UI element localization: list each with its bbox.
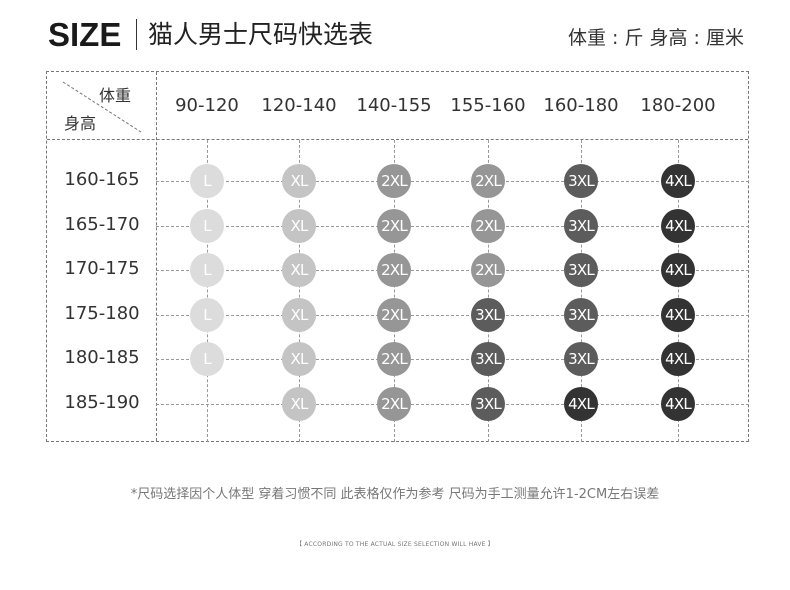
- size-badge: 4XL: [661, 387, 695, 421]
- size-badge: 3XL: [564, 298, 598, 332]
- corner-weight-label: 体重: [99, 86, 132, 105]
- unit-note: 体重 : 斤 身高 : 厘米: [567, 27, 744, 49]
- size-badge: 4XL: [661, 209, 695, 243]
- size-heading: SIZE: [48, 16, 122, 53]
- size-badge: 4XL: [661, 253, 695, 287]
- size-badge: 2XL: [471, 164, 505, 198]
- height-row-label: 160-165: [64, 169, 140, 190]
- size-badge: 2XL: [377, 342, 411, 376]
- corner-height-label: 身高: [64, 114, 97, 133]
- row-guide-line: [156, 226, 749, 227]
- size-badge: 4XL: [661, 298, 695, 332]
- weight-column-header: 160-180: [543, 95, 619, 116]
- size-badge: 2XL: [377, 253, 411, 287]
- title-divider: [136, 19, 137, 50]
- row-guide-line: [156, 359, 749, 360]
- corner-diagonal: [62, 81, 142, 133]
- weight-column-header: 180-200: [640, 95, 716, 116]
- weight-column-header: 90-120: [175, 95, 239, 116]
- size-badge: 3XL: [471, 387, 505, 421]
- size-badge: 3XL: [471, 342, 505, 376]
- size-badge: XL: [282, 342, 316, 376]
- size-badge: 3XL: [564, 209, 598, 243]
- size-badge: XL: [282, 387, 316, 421]
- column-guide-line: [488, 140, 489, 442]
- size-badge: 2XL: [377, 298, 411, 332]
- weight-column-header: 140-155: [356, 95, 432, 116]
- size-badge: L: [190, 164, 224, 198]
- height-row-label: 185-190: [64, 392, 140, 413]
- size-badge: XL: [282, 298, 316, 332]
- size-badge: 4XL: [564, 387, 598, 421]
- size-badge: XL: [282, 164, 316, 198]
- height-row-label: 175-180: [64, 303, 140, 324]
- row-guide-line: [156, 404, 749, 405]
- footer-note: *尺码选择因个人体型 穿着习惯不同 此表格仅作为参考 尺码为手工测量允许1-2C…: [130, 487, 660, 502]
- column-guide-line: [394, 140, 395, 442]
- column-guide-line: [581, 140, 582, 442]
- size-badge: 3XL: [471, 298, 505, 332]
- height-row-label: 165-170: [64, 214, 140, 235]
- size-badge: XL: [282, 253, 316, 287]
- column-guide-line: [678, 140, 679, 442]
- size-badge: L: [190, 253, 224, 287]
- row-guide-line: [156, 181, 749, 182]
- size-badge: 4XL: [661, 342, 695, 376]
- size-badge: L: [190, 209, 224, 243]
- size-badge: 3XL: [564, 164, 598, 198]
- size-badge: 2XL: [377, 164, 411, 198]
- column-guide-line: [207, 140, 208, 442]
- size-badge: 3XL: [564, 253, 598, 287]
- size-badge: 4XL: [661, 164, 695, 198]
- row-guide-line: [156, 270, 749, 271]
- weight-column-header: 120-140: [261, 95, 337, 116]
- size-table: 体重 身高 90-120 120-140 140-155 155-160 160-180…: [46, 71, 749, 442]
- size-badge: 2XL: [471, 253, 505, 287]
- column-guide-line: [299, 140, 300, 442]
- size-badge: L: [190, 342, 224, 376]
- size-badge: 2XL: [377, 387, 411, 421]
- size-badge: 2XL: [471, 209, 505, 243]
- header: SIZE 猫人男士尺码快选表 体重 : 斤 身高 : 厘米: [0, 0, 790, 60]
- height-row-label: 170-175: [64, 258, 140, 279]
- height-row-label: 180-185: [64, 347, 140, 368]
- header-row-separator: [47, 139, 748, 140]
- size-badge: L: [190, 298, 224, 332]
- size-badge: 2XL: [377, 209, 411, 243]
- size-badge: XL: [282, 209, 316, 243]
- chart-title: 猫人男士尺码快选表: [148, 20, 374, 49]
- label-column-separator: [156, 72, 157, 441]
- footer-subnote: 【 ACCORDING TO THE ACTUAL SIZE SELECTION…: [296, 541, 494, 548]
- row-guide-line: [156, 315, 749, 316]
- weight-column-header: 155-160: [450, 95, 526, 116]
- size-badge: 3XL: [564, 342, 598, 376]
